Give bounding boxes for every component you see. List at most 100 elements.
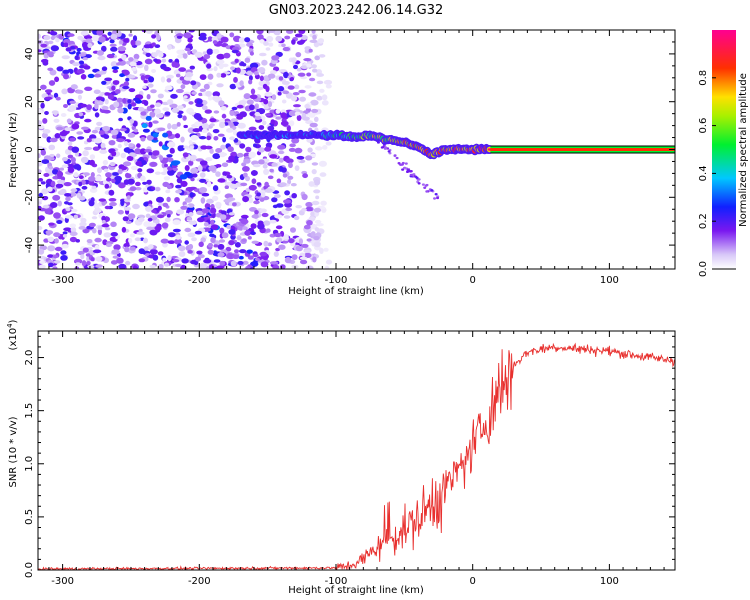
spectrogram-cell	[290, 183, 297, 187]
spectrogram-cell	[283, 199, 292, 204]
snr-panel: -300 -200 -100 0 100 0.0 0.5 1.0 1.5 2.0 Height o…	[6, 319, 676, 596]
spectrogram-cell	[128, 237, 133, 244]
spectrogram-cell	[234, 58, 239, 63]
spectrogram-cell	[313, 207, 322, 213]
spectrogram-cell	[176, 177, 183, 184]
spectrogram-cell	[224, 185, 229, 189]
spectrogram-cell	[288, 147, 296, 152]
spectrogram-cell	[170, 93, 178, 99]
spectrogram-cell	[209, 148, 214, 154]
spectrogram-cell	[247, 236, 252, 240]
spectrogram-cell	[167, 123, 172, 130]
spectrogram-cell	[188, 140, 193, 145]
spectrogram-cell	[264, 146, 272, 152]
spectrogram-cell	[213, 66, 218, 72]
spectrogram-cell	[190, 154, 197, 161]
spectrogram-cell	[254, 257, 260, 262]
spectrogram-ytick-label: 20	[24, 95, 35, 108]
spectrogram-cell	[81, 260, 87, 267]
spectrogram-cell	[244, 37, 251, 43]
spectrogram-cell	[278, 244, 286, 250]
spectrogram-cell	[182, 152, 189, 158]
spectrogram-cell	[42, 129, 51, 134]
spectrogram-cell	[282, 173, 288, 178]
spectrogram-cell	[277, 144, 286, 150]
spectrogram-cell	[98, 130, 105, 136]
spectrogram-cell	[187, 250, 193, 254]
spectrogram-cell	[69, 192, 77, 197]
spectrogram-cell	[387, 150, 391, 153]
spectrogram-cell	[121, 54, 127, 61]
spectrogram-cell	[152, 254, 159, 261]
spectrogram-cell	[114, 89, 121, 94]
spectrogram-cell	[74, 55, 79, 60]
spectrogram-cell	[229, 136, 236, 141]
spectrogram-cell	[153, 137, 158, 141]
spectrogram-cell	[290, 77, 295, 81]
spectrogram-cell	[311, 162, 319, 166]
spectrogram-cell	[49, 202, 58, 208]
colorbar-axes: 0.0 0.2 0.4 0.6 0.8	[698, 70, 736, 277]
spectrogram-cell	[166, 99, 174, 105]
spectrogram-cell	[123, 141, 129, 147]
spectrogram-cell	[220, 106, 227, 111]
spectrogram-cell	[198, 187, 208, 193]
spectrogram-cell	[279, 182, 287, 187]
spectrogram-cell	[167, 240, 176, 245]
spectrogram-cell	[270, 70, 277, 75]
spectrogram-cell	[136, 143, 141, 148]
spectrogram-cell	[183, 145, 190, 149]
spectrogram-cell	[310, 99, 319, 106]
spectrogram-cell	[313, 236, 320, 241]
spectrogram-cell	[76, 89, 84, 94]
spectrogram-cell	[188, 212, 194, 217]
spectrogram-cell	[205, 90, 213, 97]
spectrogram-cell	[202, 105, 208, 111]
spectrogram-cell	[106, 177, 112, 182]
spectrogram-cell	[306, 220, 313, 226]
spectrogram-cell	[269, 261, 279, 265]
spectrogram-cell	[196, 250, 203, 255]
spectrogram-cell	[57, 200, 62, 207]
spectrogram-cell	[254, 111, 261, 117]
spectrogram-cell	[239, 143, 246, 149]
spectrogram-cell	[260, 261, 269, 268]
spectrogram-cell	[56, 170, 64, 178]
snr-multiplier: (x104)	[6, 319, 19, 350]
spectrogram-cell	[134, 237, 141, 242]
spectrogram-cell	[78, 175, 84, 180]
spectrogram-cell	[276, 178, 282, 184]
spectrogram-cell	[188, 160, 194, 166]
spectrogram-cell	[242, 166, 250, 172]
spectrogram-cell	[95, 264, 103, 268]
spectrogram-cell	[228, 229, 236, 235]
spectrogram-cell	[268, 30, 276, 33]
spectrogram-cell	[167, 141, 176, 148]
spectrogram-cell	[110, 221, 117, 228]
spectrogram-cell	[130, 102, 137, 107]
spectrogram-cell	[111, 151, 117, 157]
spectrogram-cell	[188, 101, 194, 105]
spectrogram-cell	[98, 198, 107, 202]
spectrogram-cell	[263, 220, 271, 226]
spectrogram-cell	[417, 182, 421, 185]
spectrogram-cell	[144, 58, 153, 65]
spectrogram-cell	[61, 164, 69, 168]
spectrogram-cell	[82, 57, 88, 61]
spectrogram-cell	[174, 238, 182, 245]
spectrogram-cell	[108, 140, 116, 146]
spectrogram-cell	[228, 155, 235, 162]
spectrogram-cell	[175, 189, 183, 194]
spectrogram-cell	[421, 183, 425, 186]
spectrogram-cell	[284, 256, 292, 264]
spectrogram-cell	[169, 103, 178, 109]
spectrogram-cell	[94, 126, 102, 131]
spectrogram-cell	[151, 186, 155, 190]
spectrogram-cell	[294, 84, 300, 90]
spectrogram-cell	[258, 147, 265, 153]
spectrogram-cell	[199, 136, 207, 140]
spectrogram-cell	[145, 213, 151, 218]
spectrogram-cell	[159, 155, 164, 161]
spectrogram-cell	[266, 35, 274, 43]
spectrogram-cell	[260, 191, 266, 198]
